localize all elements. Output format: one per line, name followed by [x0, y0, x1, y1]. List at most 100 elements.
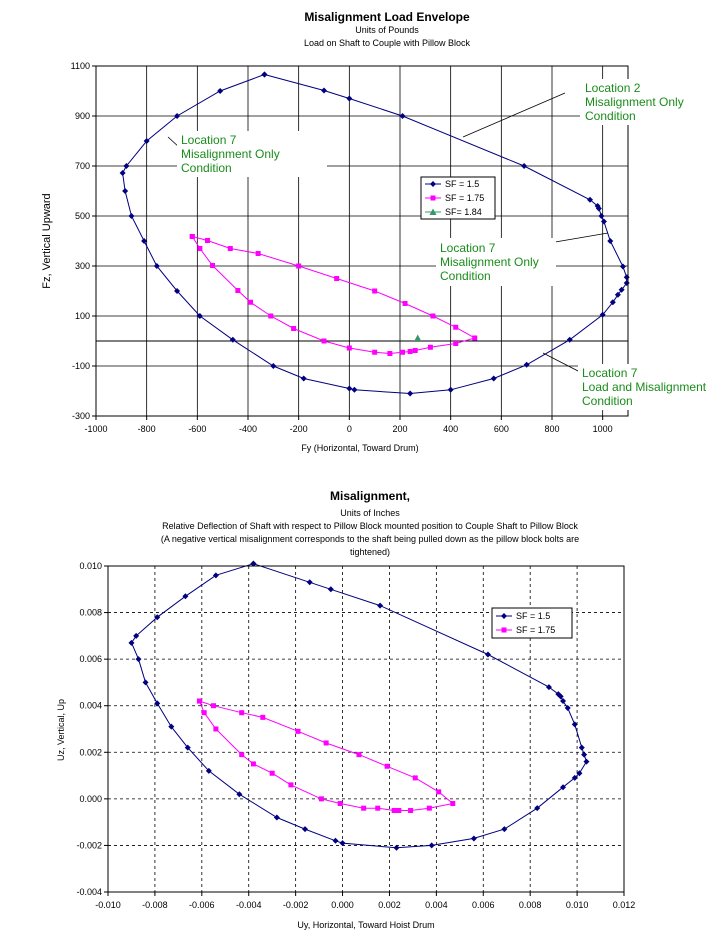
legend-label: SF = 1.5: [445, 179, 479, 189]
data-point: [141, 238, 148, 244]
legend-marker: [429, 208, 437, 215]
y-tick-label: 0.010: [79, 561, 102, 571]
x-tick-label: -0.010: [95, 900, 121, 910]
data-point: [581, 751, 588, 758]
data-point: [412, 775, 418, 781]
y-tick-label: 0.000: [79, 794, 102, 804]
data-point: [450, 801, 456, 807]
chart1-plot-frame: [95, 65, 629, 417]
data-point: [623, 274, 630, 281]
data-point: [327, 586, 334, 593]
data-point: [571, 774, 578, 781]
data-point: [174, 288, 181, 294]
chart2-x-axis-label: Uy, Horizontal, Toward Hoist Drum: [297, 920, 434, 930]
data-point: [523, 361, 530, 368]
y-tick-label: 0.002: [79, 747, 102, 757]
data-point: [236, 791, 243, 798]
data-point: [184, 744, 191, 751]
chart1-y-axis-label: Fz, Vertical Upward: [41, 193, 53, 288]
y-tick-label: 500: [75, 211, 90, 221]
data-point: [235, 288, 241, 293]
data-point: [211, 703, 217, 709]
x-tick-label: 800: [544, 424, 559, 434]
chart1-subtitle: Load on Shaft to Couple with Pillow Bloc…: [304, 38, 471, 48]
x-tick-label: -200: [290, 424, 308, 434]
x-tick-label: -0.002: [283, 900, 309, 910]
data-point: [197, 246, 203, 251]
legend-marker: [501, 613, 507, 619]
series-0: [119, 71, 630, 397]
data-point: [269, 770, 275, 776]
data-point: [255, 251, 261, 256]
data-point: [564, 705, 571, 712]
chart2-series: [128, 560, 590, 851]
data-point: [196, 313, 203, 319]
annotation-background: [578, 364, 718, 410]
data-point: [318, 796, 324, 802]
series-2: [414, 334, 422, 341]
data-point: [337, 801, 343, 807]
data-point: [346, 345, 352, 351]
data-point: [323, 740, 329, 746]
x-tick-label: -0.004: [236, 900, 262, 910]
data-point: [306, 579, 313, 586]
data-point: [356, 752, 362, 758]
data-point: [217, 88, 224, 94]
data-point: [205, 767, 212, 774]
annotation-location7-load-misalignment: Location 7 Load and Misalignment Conditi…: [582, 366, 709, 408]
data-point: [250, 761, 256, 767]
x-tick-label: -0.008: [142, 900, 168, 910]
data-point: [470, 835, 477, 842]
data-point: [128, 213, 135, 219]
data-point: [291, 326, 297, 331]
y-tick-label: -300: [72, 411, 90, 421]
data-point: [273, 814, 280, 821]
data-point: [239, 752, 245, 758]
data-point: [143, 138, 150, 144]
chart2-legend: SF = 1.5 SF = 1.75: [491, 607, 573, 639]
data-point: [142, 679, 149, 686]
data-point: [583, 758, 590, 765]
data-point: [339, 840, 346, 847]
data-point: [122, 188, 129, 194]
y-tick-label: 700: [75, 161, 90, 171]
chart1-tick-labels: -1000 -800 -600 -400 -200 0 200 400 600 800 1000 -3…: [71, 61, 613, 434]
series-1: [189, 234, 478, 356]
data-point: [123, 163, 130, 169]
y-tick-label: 100: [75, 311, 90, 321]
annotation-background: [436, 238, 556, 286]
data-point: [168, 723, 175, 730]
data-point: [302, 826, 309, 833]
data-point: [484, 651, 491, 658]
data-point: [229, 336, 236, 343]
data-point: [402, 301, 408, 306]
data-point: [332, 837, 339, 844]
data-point: [521, 163, 528, 169]
data-point: [447, 386, 454, 393]
data-point: [372, 349, 378, 355]
data-point: [619, 263, 626, 270]
data-point: [153, 263, 160, 269]
legend-marker: [430, 195, 436, 201]
data-point: [412, 348, 418, 353]
data-point: [201, 710, 207, 716]
data-point: [387, 351, 393, 356]
data-point: [128, 639, 135, 646]
annotation-background: [177, 131, 327, 177]
data-point: [560, 698, 567, 705]
data-point: [174, 113, 181, 119]
data-point: [557, 693, 564, 700]
data-point: [384, 763, 390, 769]
x-tick-label: 0.004: [425, 900, 448, 910]
x-tick-label: 600: [494, 424, 509, 434]
x-tick-label: 0.002: [378, 900, 401, 910]
data-point: [534, 805, 541, 812]
annotation-leader-line: [542, 352, 581, 373]
chart1-x-axis-label: Fy (Horizontal, Toward Drum): [301, 443, 418, 453]
data-point: [189, 234, 195, 239]
y-tick-label: -0.004: [76, 887, 102, 897]
data-point: [196, 698, 202, 704]
x-tick-label: -600: [188, 424, 206, 434]
load-envelope-chart: Misalignment Load Envelope Units of Poun…: [41, 10, 718, 453]
